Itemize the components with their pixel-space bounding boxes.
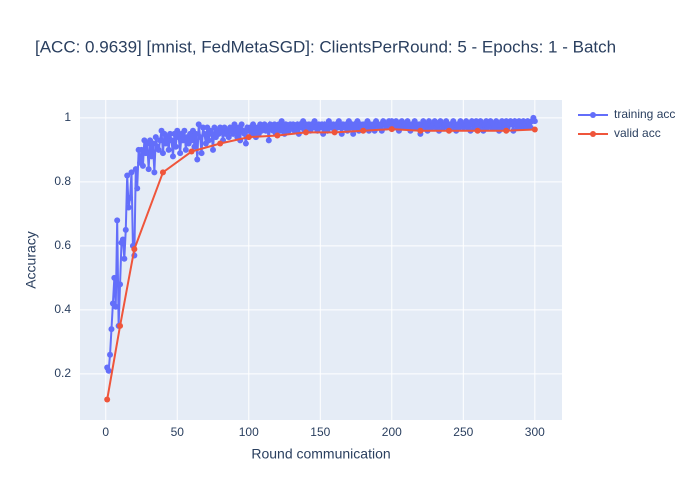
series-marker — [417, 127, 424, 134]
y-tick-label: 1 — [64, 110, 71, 124]
series-marker — [157, 137, 164, 144]
series-marker — [265, 137, 272, 144]
series-marker — [242, 140, 249, 147]
series-marker — [107, 351, 114, 358]
series-marker — [360, 127, 367, 134]
series-marker — [191, 143, 198, 150]
series-marker — [122, 226, 129, 233]
series-marker — [181, 127, 188, 134]
series-marker — [165, 146, 172, 153]
series-marker — [194, 156, 201, 163]
series-marker — [159, 169, 166, 176]
series-marker — [192, 130, 199, 137]
series-marker — [531, 118, 538, 125]
series-marker — [195, 121, 202, 128]
series-marker — [168, 137, 175, 144]
series-marker — [149, 140, 156, 147]
series-marker — [131, 246, 138, 253]
series-marker — [138, 146, 145, 153]
series-marker — [446, 127, 453, 134]
series-marker — [151, 169, 158, 176]
x-axis-title: Round communication — [251, 446, 390, 462]
series-marker — [274, 132, 281, 139]
x-tick-label: 300 — [525, 425, 545, 439]
series-marker — [197, 134, 204, 141]
series-marker — [124, 172, 131, 179]
series-marker — [331, 129, 338, 136]
x-tick-label: 100 — [239, 425, 259, 439]
series-marker — [121, 255, 128, 262]
y-tick-label: 0.6 — [54, 238, 71, 252]
series-marker — [132, 166, 139, 173]
series-marker — [108, 326, 115, 333]
series-marker — [142, 150, 149, 157]
series-marker — [119, 236, 126, 243]
x-tick-label: 0 — [102, 425, 109, 439]
series-marker — [241, 130, 248, 137]
series-marker — [174, 127, 181, 134]
series-marker — [335, 118, 342, 125]
y-axis-title: Accuracy — [23, 231, 39, 289]
series-marker — [278, 118, 285, 125]
series-marker — [198, 150, 205, 157]
series-marker — [217, 140, 224, 147]
series-marker — [139, 162, 146, 169]
chart-title: [ACC: 0.9639] [mnist, FedMetaSGD]: Clien… — [35, 37, 616, 56]
series-marker — [179, 137, 186, 144]
series-marker — [117, 281, 124, 288]
series-marker — [201, 130, 208, 137]
x-tick-label: 250 — [453, 425, 473, 439]
series-marker — [210, 146, 217, 153]
series-marker — [350, 130, 357, 137]
y-tick-label: 0.8 — [54, 174, 71, 188]
x-tick-label: 200 — [382, 425, 402, 439]
series-marker — [172, 143, 179, 150]
series-marker — [167, 130, 174, 137]
series-marker — [145, 166, 152, 173]
series-marker — [117, 322, 124, 329]
series-marker — [159, 150, 166, 157]
series-marker — [238, 121, 245, 128]
series-marker — [125, 204, 132, 211]
y-tick-label: 0.2 — [54, 366, 71, 380]
legend-label: valid acc — [614, 126, 661, 140]
series-marker — [152, 134, 159, 141]
series-marker — [155, 146, 162, 153]
series-marker — [208, 130, 215, 137]
series-marker — [127, 194, 134, 201]
series-marker — [474, 127, 481, 134]
series-marker — [169, 153, 176, 160]
series-marker — [188, 137, 195, 144]
series-marker — [114, 217, 121, 224]
series-marker — [162, 140, 169, 147]
series-marker — [112, 303, 119, 310]
series-marker — [188, 148, 195, 155]
series-marker — [245, 134, 252, 141]
series-marker — [388, 126, 395, 133]
series-marker — [148, 153, 155, 160]
series-marker — [250, 121, 257, 128]
series-marker — [182, 146, 189, 153]
legend-label: training acc — [614, 107, 675, 121]
series-marker — [225, 134, 232, 141]
x-tick-label: 50 — [171, 425, 185, 439]
series-marker — [177, 150, 184, 157]
legend-marker — [590, 131, 596, 137]
series-marker — [205, 137, 212, 144]
series-marker — [231, 121, 238, 128]
x-tick-label: 150 — [310, 425, 330, 439]
series-marker — [128, 169, 135, 176]
series-marker — [531, 126, 538, 133]
legend-marker — [590, 112, 596, 118]
series-marker — [200, 124, 207, 131]
series-marker — [311, 118, 318, 125]
series-marker — [104, 396, 111, 403]
series-marker — [134, 185, 141, 192]
series-marker — [302, 129, 309, 136]
series-marker — [111, 274, 118, 281]
series-marker — [105, 367, 112, 374]
y-tick-label: 0.4 — [54, 302, 71, 316]
series-marker — [503, 127, 510, 134]
